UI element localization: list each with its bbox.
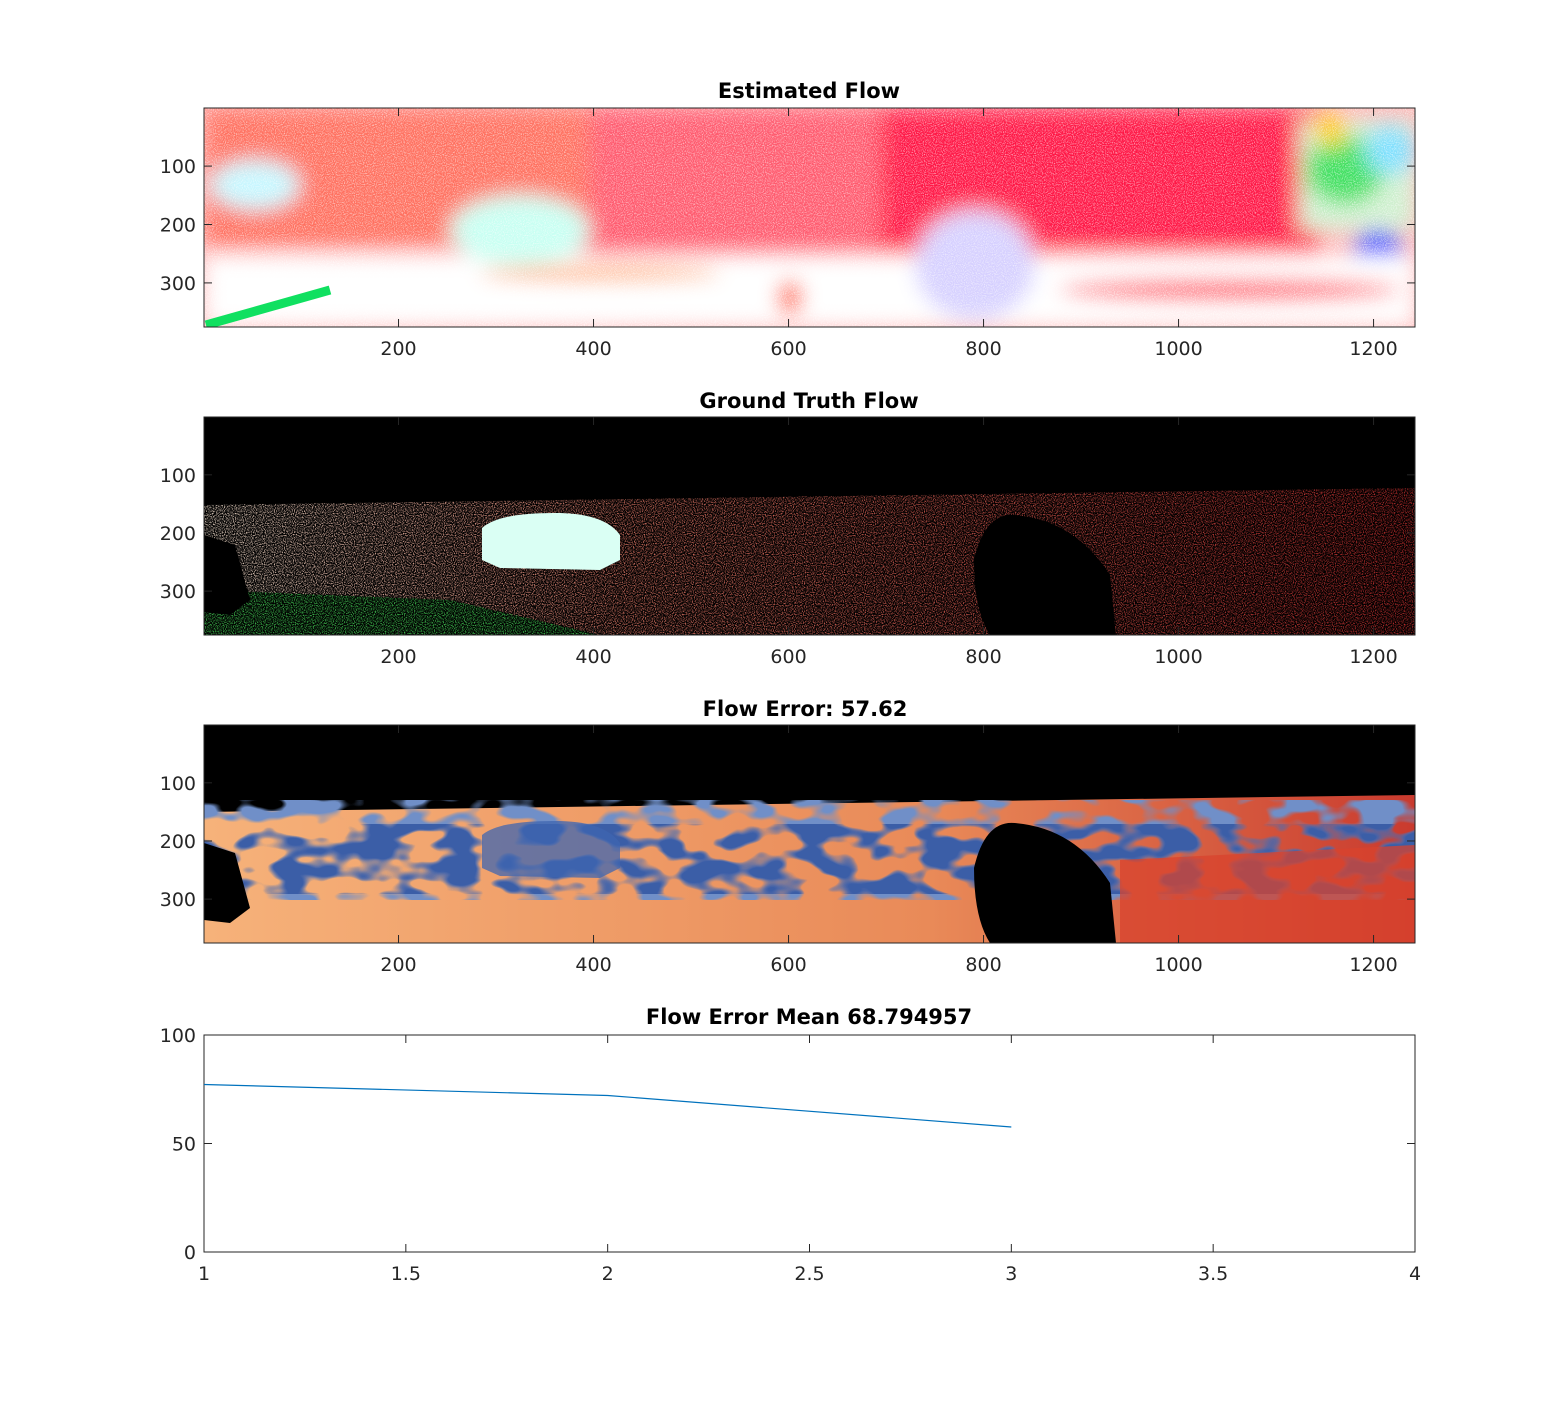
x-tick-label: 1000 bbox=[1154, 954, 1202, 976]
x-tick-label: 200 bbox=[380, 954, 416, 976]
y-tick-label: 200 bbox=[160, 831, 196, 853]
flow-error-mean-panel: Flow Error Mean 68.794957 1 1.5 2 2.5 3 3.5 4 0… bbox=[160, 1005, 1421, 1285]
x-tick-label: 800 bbox=[965, 338, 1001, 360]
x-tick-label: 1200 bbox=[1349, 646, 1397, 668]
x-tick-label: 400 bbox=[575, 646, 611, 668]
occluded-region bbox=[974, 822, 1116, 943]
axes-box bbox=[203, 1034, 1416, 1253]
x-tick-label: 600 bbox=[770, 338, 806, 360]
occluded-region bbox=[974, 514, 1116, 635]
y-tick-label: 300 bbox=[160, 889, 196, 911]
y-ticks: 100 200 300 bbox=[160, 773, 1415, 911]
y-tick-label: 300 bbox=[160, 273, 196, 295]
x-tick-label: 1200 bbox=[1349, 338, 1397, 360]
x-tick-label: 1.5 bbox=[391, 1263, 421, 1285]
x-tick-label: 3 bbox=[1005, 1263, 1017, 1285]
x-tick-label: 1200 bbox=[1349, 954, 1397, 976]
x-tick-label: 600 bbox=[770, 646, 806, 668]
y-tick-label: 100 bbox=[160, 1025, 196, 1047]
y-tick-label: 50 bbox=[172, 1134, 196, 1156]
x-tick-label: 1 bbox=[198, 1263, 210, 1285]
chart-title: Flow Error Mean 68.794957 bbox=[646, 1005, 972, 1029]
y-ticks: 100 200 300 bbox=[160, 156, 1415, 295]
x-tick-label: 3.5 bbox=[1198, 1263, 1228, 1285]
estimated-flow-image bbox=[204, 108, 1415, 327]
estimated-flow-panel: Estimated Flow 200 400 600 800 1000 1200 100 2… bbox=[160, 79, 1416, 360]
x-tick-label: 800 bbox=[965, 954, 1001, 976]
x-ticks: 200 400 600 800 1000 1200 bbox=[380, 417, 1398, 668]
x-tick-label: 2.5 bbox=[794, 1263, 824, 1285]
y-tick-label: 200 bbox=[160, 523, 196, 545]
x-ticks: 200 400 600 800 1000 1200 bbox=[380, 725, 1398, 976]
x-tick-label: 200 bbox=[380, 338, 416, 360]
x-tick-label: 400 bbox=[575, 338, 611, 360]
y-tick-label: 100 bbox=[160, 465, 196, 487]
x-tick-label: 4 bbox=[1409, 1263, 1421, 1285]
y-tick-label: 0 bbox=[184, 1242, 196, 1264]
green-streak bbox=[204, 285, 332, 327]
ground-truth-flow-image bbox=[204, 417, 1415, 635]
y-tick-label: 100 bbox=[160, 156, 196, 178]
x-tick-label: 200 bbox=[380, 646, 416, 668]
x-tick-label: 800 bbox=[965, 646, 1001, 668]
chart-title: Estimated Flow bbox=[718, 79, 900, 103]
chart-title: Flow Error: 57.62 bbox=[703, 697, 908, 721]
y-tick-label: 300 bbox=[160, 581, 196, 603]
x-tick-label: 1000 bbox=[1154, 338, 1202, 360]
x-tick-label: 600 bbox=[770, 954, 806, 976]
series-line bbox=[203, 1083, 1012, 1128]
car-region bbox=[482, 512, 620, 570]
x-tick-label: 2 bbox=[602, 1263, 614, 1285]
flow-error-panel: Flow Error: 57.62 200 400 600 800 1000 1200 1… bbox=[160, 697, 1416, 976]
ground-truth-flow-panel: Ground Truth Flow 200 400 600 800 1000 1200 1… bbox=[160, 389, 1416, 668]
x-tick-label: 400 bbox=[575, 954, 611, 976]
x-ticks: 200 400 600 800 1000 1200 bbox=[380, 108, 1398, 360]
axes-box bbox=[203, 107, 1416, 328]
y-tick-label: 200 bbox=[160, 215, 196, 237]
chart-title: Ground Truth Flow bbox=[699, 389, 918, 413]
axis-ticks: 1 1.5 2 2.5 3 3.5 4 0 50 100 bbox=[160, 1025, 1421, 1285]
axes-box bbox=[203, 416, 1416, 636]
y-tick-label: 100 bbox=[160, 773, 196, 795]
flow-error-image bbox=[204, 725, 1415, 943]
y-ticks: 100 200 300 bbox=[160, 465, 1415, 603]
x-tick-label: 1000 bbox=[1154, 646, 1202, 668]
axes-box bbox=[203, 724, 1416, 944]
